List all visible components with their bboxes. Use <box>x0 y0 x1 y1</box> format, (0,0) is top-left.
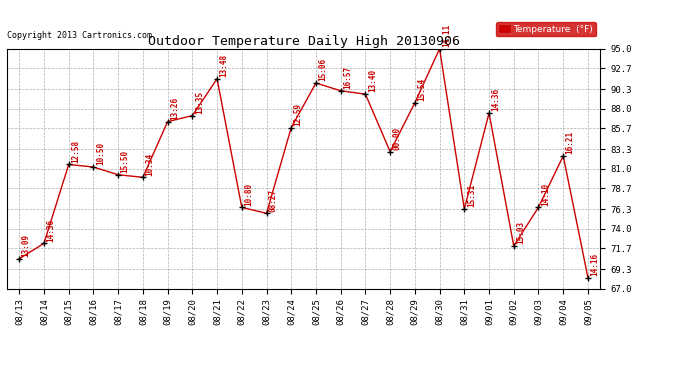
Text: 12:59: 12:59 <box>294 103 303 126</box>
Text: 08:27: 08:27 <box>269 189 278 211</box>
Text: 15:50: 15:50 <box>121 150 130 173</box>
Text: 14:11: 14:11 <box>442 24 451 47</box>
Text: 10:50: 10:50 <box>96 142 105 165</box>
Text: 10:80: 10:80 <box>244 183 253 206</box>
Text: 13:35: 13:35 <box>195 91 204 114</box>
Text: 12:58: 12:58 <box>71 140 80 163</box>
Text: 00:00: 00:00 <box>393 127 402 150</box>
Text: 16:57: 16:57 <box>343 66 352 89</box>
Text: 15:31: 15:31 <box>466 184 476 207</box>
Text: 15:54: 15:54 <box>417 78 426 101</box>
Text: 15:03: 15:03 <box>516 221 525 244</box>
Text: 13:48: 13:48 <box>219 54 228 77</box>
Text: 13:26: 13:26 <box>170 97 179 120</box>
Text: 14:10: 14:10 <box>541 183 550 206</box>
Text: 16:21: 16:21 <box>566 131 575 154</box>
Title: Outdoor Temperature Daily High 20130906: Outdoor Temperature Daily High 20130906 <box>148 34 460 48</box>
Text: 14:16: 14:16 <box>591 253 600 276</box>
Text: 10:34: 10:34 <box>146 153 155 176</box>
Text: 13:09: 13:09 <box>22 234 31 257</box>
Text: 14:36: 14:36 <box>491 88 500 111</box>
Text: 14:36: 14:36 <box>46 219 55 242</box>
Text: 13:40: 13:40 <box>368 69 377 93</box>
Text: Copyright 2013 Cartronics.com: Copyright 2013 Cartronics.com <box>7 30 152 39</box>
Text: 15:06: 15:06 <box>318 58 328 81</box>
Legend: Temperature  (°F): Temperature (°F) <box>496 22 595 36</box>
